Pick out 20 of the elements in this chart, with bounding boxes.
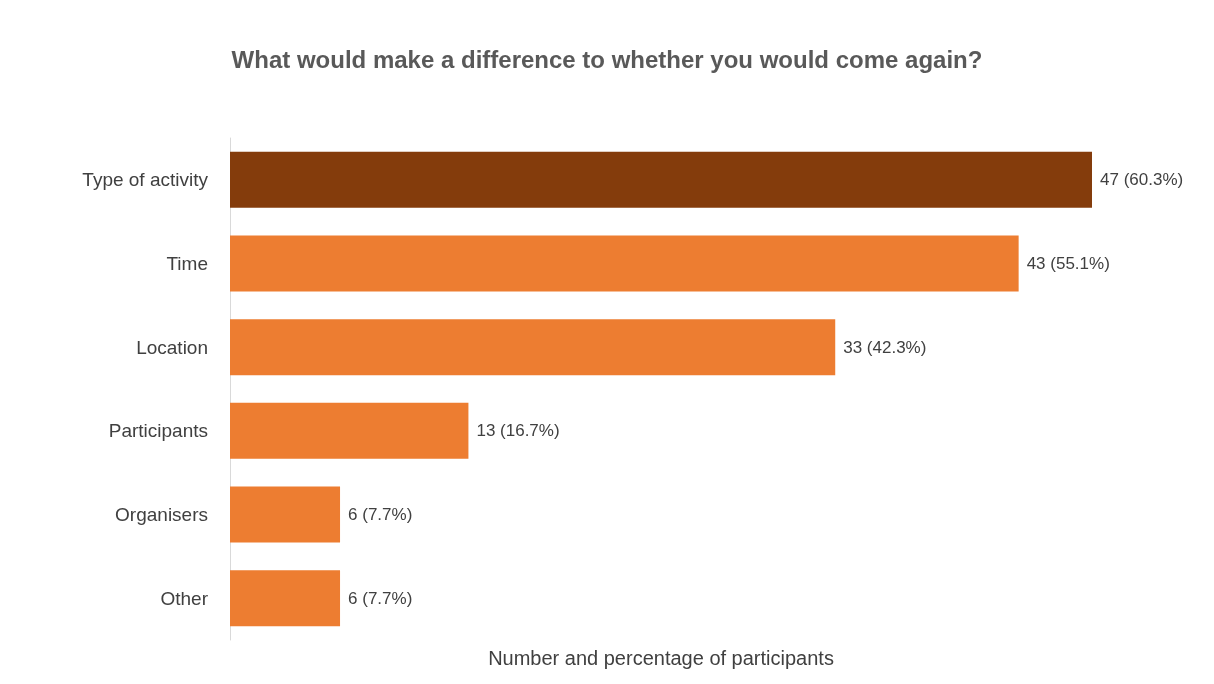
- bar: [230, 319, 836, 376]
- bar: [230, 151, 1092, 208]
- y-tick-label: Type of activity: [82, 169, 209, 191]
- data-label: 33 (42.3%): [843, 337, 927, 357]
- y-tick-label: Other: [160, 587, 209, 609]
- bar: [230, 486, 341, 543]
- bar: [230, 402, 469, 459]
- y-tick-label: Participants: [108, 420, 208, 442]
- y-tick-label: Location: [136, 336, 208, 358]
- x-axis-title: Number and percentage of participants: [488, 647, 834, 669]
- data-label: 6 (7.7%): [348, 588, 413, 608]
- bar: [230, 570, 341, 627]
- y-tick-label: Organisers: [115, 504, 208, 525]
- chart-title: What would make a difference to whether you would come again?: [231, 45, 983, 73]
- data-label: 43 (55.1%): [1026, 254, 1110, 273]
- data-label: 6 (7.7%): [348, 505, 413, 524]
- bar: [230, 235, 1019, 292]
- data-label: 47 (60.3%): [1100, 170, 1184, 190]
- data-label: 13 (16.7%): [476, 421, 560, 441]
- y-tick-label: Time: [166, 253, 208, 274]
